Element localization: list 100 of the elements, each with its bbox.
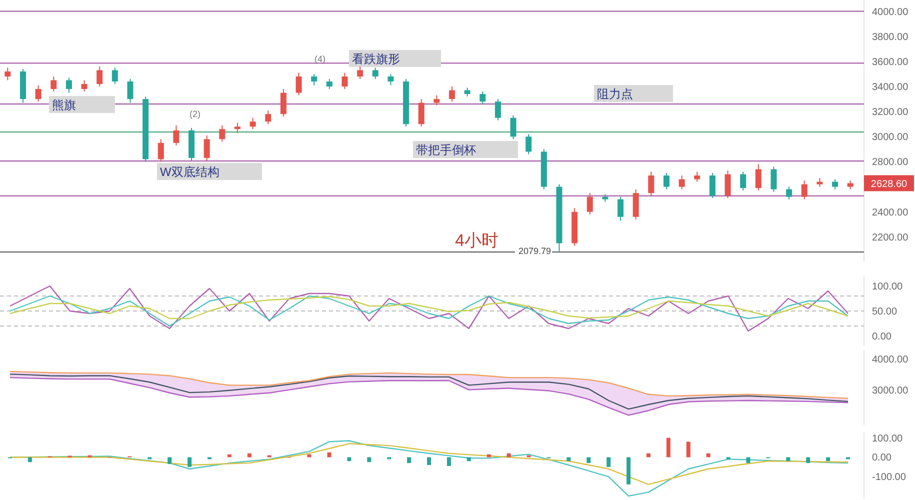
candlestick bbox=[357, 66, 364, 80]
y-tick-label: -100.00 bbox=[872, 472, 906, 484]
candlestick bbox=[158, 138, 164, 162]
bar bbox=[28, 457, 32, 462]
bar bbox=[427, 457, 431, 465]
line-series bbox=[9, 296, 849, 320]
candlestick bbox=[494, 98, 501, 121]
candlestick bbox=[81, 80, 88, 92]
candlestick bbox=[678, 175, 685, 190]
candlestick bbox=[832, 178, 838, 190]
annotation: 熊旗 bbox=[52, 98, 76, 112]
bar bbox=[407, 457, 412, 464]
bar bbox=[826, 457, 830, 462]
annotation: W双底结构 bbox=[160, 165, 220, 179]
y-tick-label: 100.00 bbox=[872, 282, 904, 292]
annotation: 2079.79 bbox=[518, 246, 551, 256]
candlestick bbox=[127, 78, 134, 104]
y-tick-label: 0.00 bbox=[872, 332, 892, 342]
y-tick-label: 3600.00 bbox=[872, 56, 909, 68]
bar bbox=[666, 438, 670, 458]
candlestick bbox=[96, 66, 103, 87]
candlestick bbox=[740, 171, 746, 192]
y-tick-label: 3000.00 bbox=[872, 132, 909, 144]
candlestick bbox=[35, 84, 42, 102]
line-series bbox=[9, 370, 849, 399]
bar bbox=[746, 457, 750, 464]
bar bbox=[706, 453, 710, 458]
candlestick bbox=[204, 134, 210, 161]
y-tick-label: 3400.00 bbox=[872, 82, 909, 93]
candlestick bbox=[280, 88, 286, 118]
line-series bbox=[9, 374, 849, 410]
bar bbox=[646, 453, 650, 458]
y-tick-label: 3000.00 bbox=[872, 385, 909, 396]
candlestick bbox=[219, 124, 226, 142]
annotation: 看跌旗形 bbox=[352, 52, 400, 66]
candlestick bbox=[510, 114, 516, 140]
y-tick-label: 4000.00 bbox=[872, 354, 909, 366]
candlestick bbox=[372, 67, 378, 80]
candlestick bbox=[112, 67, 118, 84]
candlestick bbox=[786, 186, 792, 200]
line-series bbox=[9, 295, 849, 327]
bar bbox=[566, 457, 571, 462]
bar bbox=[506, 453, 511, 458]
candlestick bbox=[648, 171, 654, 196]
line-series bbox=[9, 285, 849, 332]
candlestick bbox=[663, 172, 670, 190]
candlestick bbox=[66, 77, 72, 94]
candlestick bbox=[311, 73, 318, 86]
candlestick bbox=[434, 94, 440, 106]
bar bbox=[327, 452, 332, 458]
y-tick-label: 100.00 bbox=[872, 433, 904, 444]
candlestick bbox=[4, 67, 11, 81]
candlestick bbox=[586, 192, 593, 215]
candlestick bbox=[342, 72, 348, 90]
candlestick bbox=[709, 172, 716, 199]
y-tick-label: 50.00 bbox=[872, 306, 898, 318]
bar bbox=[446, 457, 451, 466]
y-tick-label: 2800.00 bbox=[872, 157, 909, 168]
bar bbox=[606, 457, 611, 467]
y-tick-label: 2400.00 bbox=[872, 207, 909, 218]
candlestick bbox=[418, 98, 424, 128]
candlestick bbox=[632, 188, 639, 220]
y-tick-label: 3200.00 bbox=[872, 107, 909, 118]
bar bbox=[686, 442, 690, 458]
candlestick bbox=[618, 196, 624, 222]
bar bbox=[466, 457, 471, 462]
bar bbox=[188, 457, 192, 467]
y-tick-label: 4000.00 bbox=[872, 6, 909, 18]
bar bbox=[367, 457, 372, 462]
candlestick bbox=[755, 164, 762, 192]
bar bbox=[626, 457, 631, 484]
bar bbox=[168, 457, 172, 464]
annotation: 4小时 bbox=[455, 231, 498, 250]
bar bbox=[786, 457, 790, 462]
annotation: 阻力点 bbox=[597, 87, 633, 101]
annotation: (2) bbox=[190, 109, 200, 119]
candlestick bbox=[448, 86, 455, 102]
bar bbox=[347, 457, 352, 462]
candlestick bbox=[724, 170, 731, 199]
candlestick bbox=[526, 134, 532, 155]
text: 2628.60 bbox=[870, 179, 908, 190]
candlestick bbox=[296, 72, 302, 96]
candlestick bbox=[50, 76, 57, 92]
candlestick bbox=[173, 124, 180, 146]
candlestick bbox=[801, 180, 808, 200]
candlestick bbox=[480, 91, 486, 105]
y-tick-label: 0.00 bbox=[872, 452, 892, 464]
candlestick bbox=[265, 110, 272, 125]
bar bbox=[806, 457, 810, 464]
bar bbox=[247, 453, 252, 458]
candlestick bbox=[388, 73, 394, 86]
candlestick bbox=[326, 78, 332, 90]
candlestick bbox=[694, 171, 700, 182]
line-series bbox=[9, 443, 849, 486]
bar bbox=[586, 457, 591, 464]
y-tick-label: 3800.00 bbox=[872, 32, 909, 43]
annotation: (4) bbox=[314, 54, 326, 64]
candlestick bbox=[770, 166, 777, 192]
candlestick bbox=[250, 117, 256, 130]
candlestick bbox=[234, 122, 240, 134]
